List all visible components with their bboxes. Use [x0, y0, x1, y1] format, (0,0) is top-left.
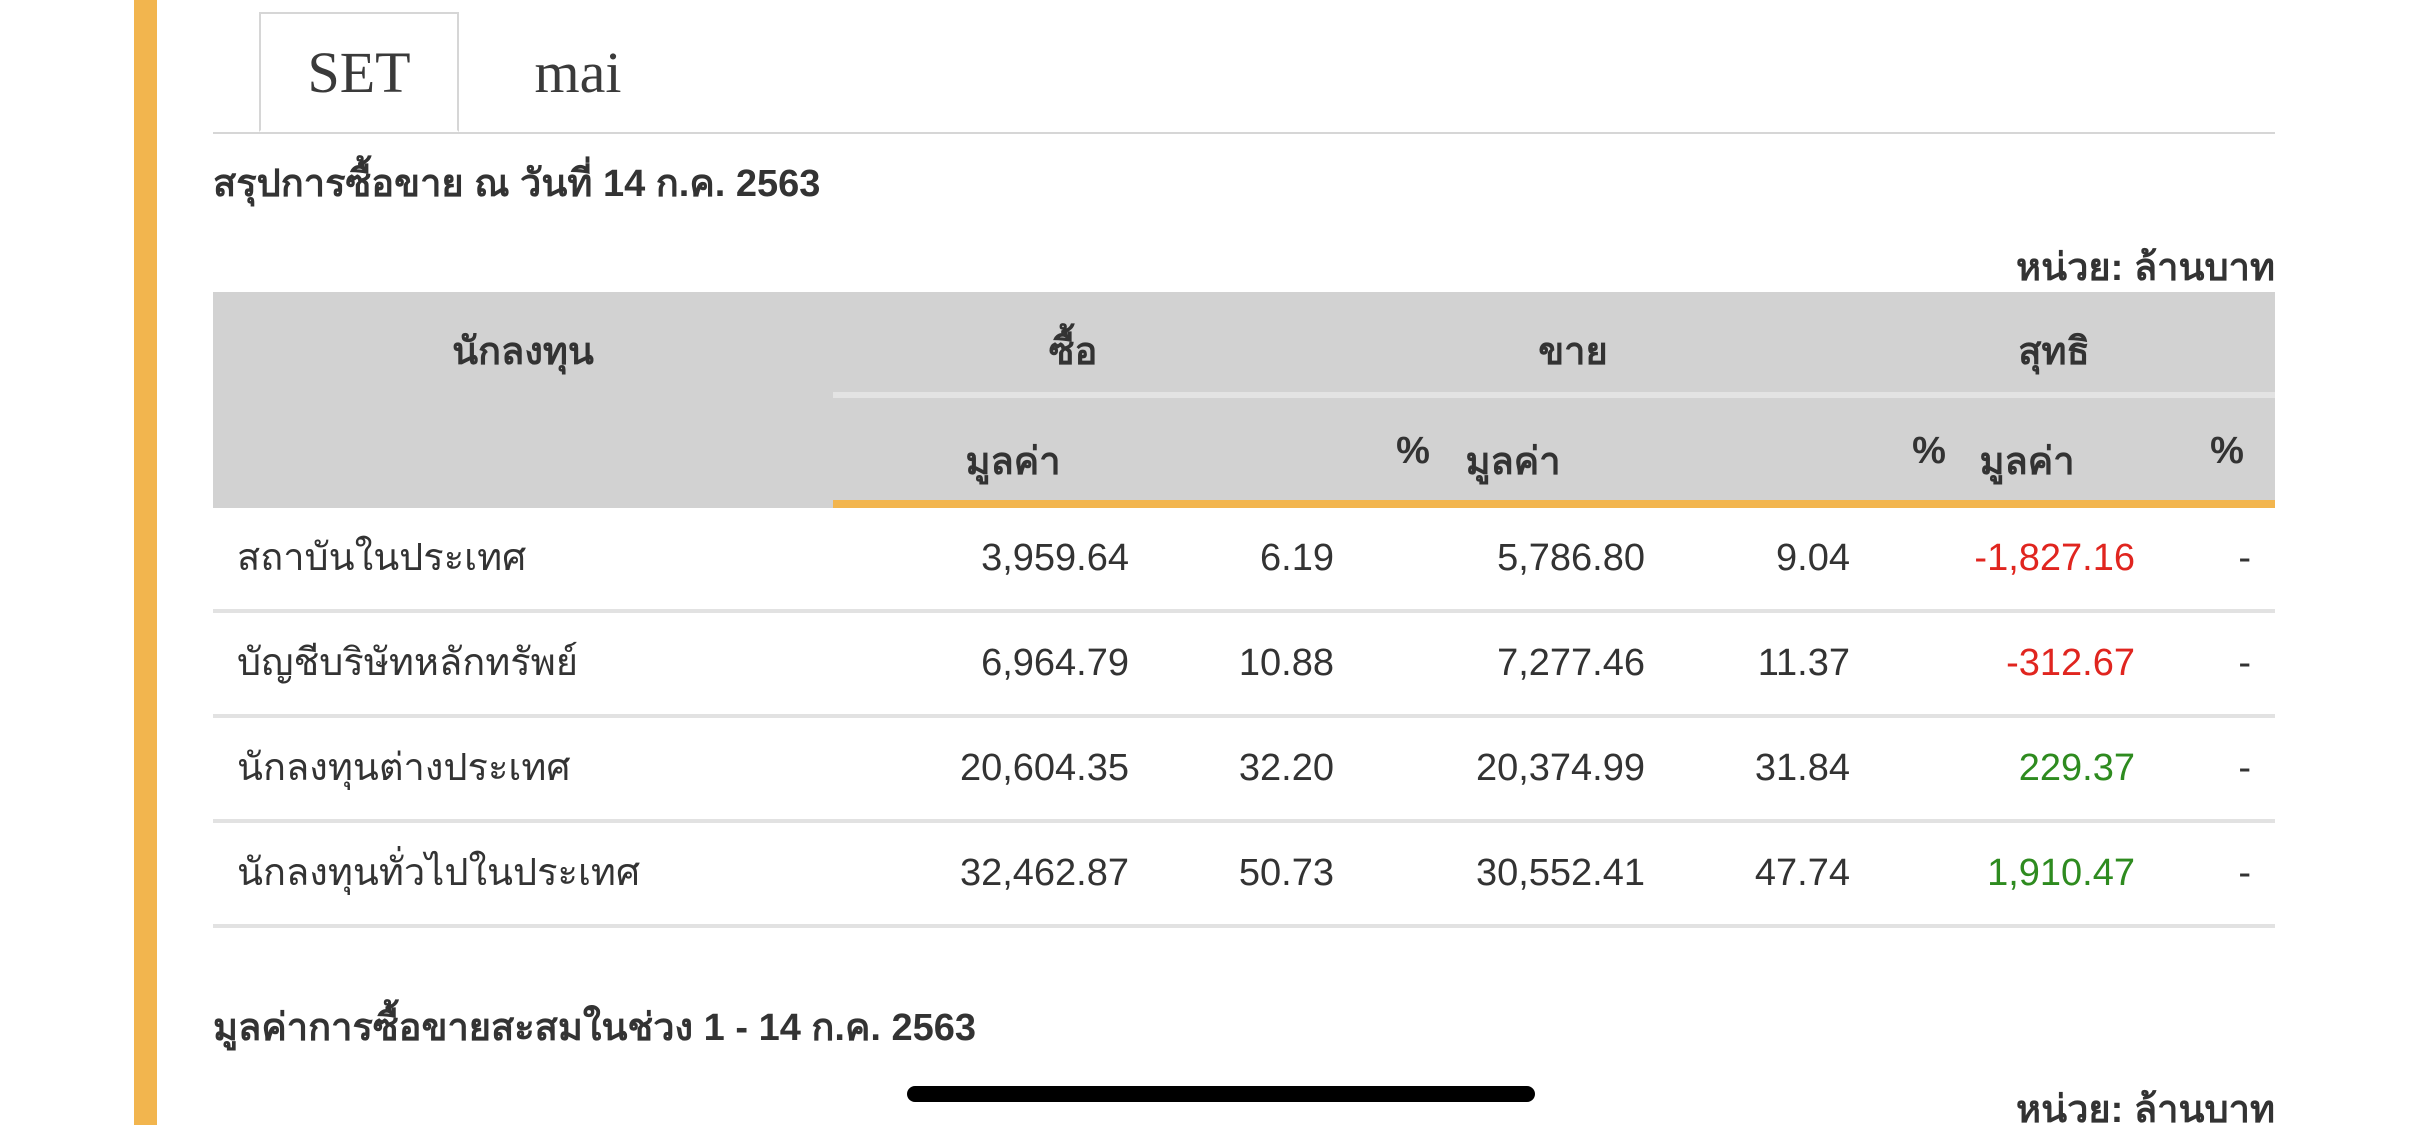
header-sell-percent: %: [1912, 430, 1946, 472]
tab-mai[interactable]: mai: [534, 39, 622, 105]
header-divider: [833, 392, 2275, 398]
cumulative-title: มูลค่าการซื้อขายสะสมในช่วง 1 - 14 ก.ค. 2…: [213, 1007, 977, 1049]
row-investor-name: นักลงทุนทั่วไปในประเทศ: [237, 852, 641, 894]
row-buy-percent: 6.19: [1260, 537, 1334, 579]
summary-unit: หน่วย: ล้านบาท: [2016, 247, 2275, 289]
row-net-value: -312.67: [2006, 642, 2135, 684]
header-sell: ขาย: [1538, 331, 1608, 373]
table-row: นักลงทุนทั่วไปในประเทศ 32,462.87 50.73 3…: [213, 823, 2275, 928]
row-net-value: -1,827.16: [1974, 537, 2135, 579]
row-sell-percent: 47.74: [1754, 852, 1850, 894]
cumulative-unit: หน่วย: ล้านบาท: [2016, 1089, 2275, 1125]
investor-trading-table: นักลงทุน ซื้อ ขาย สุทธิ มูลค่า % มูลค่า …: [213, 292, 2275, 928]
table-body: สถาบันในประเทศ 3,959.64 6.19 5,786.80 9.…: [213, 508, 2275, 928]
row-sell-value: 7,277.46: [1497, 642, 1645, 684]
header-investor: นักลงทุน: [452, 331, 594, 373]
row-buy-value: 20,604.35: [959, 747, 1129, 789]
table-row: นักลงทุนต่างประเทศ 20,604.35 32.20 20,37…: [213, 718, 2275, 823]
row-buy-percent: 50.73: [1238, 852, 1334, 894]
row-investor-name: นักลงทุนต่างประเทศ: [237, 747, 571, 789]
row-sell-percent: 9.04: [1776, 537, 1850, 579]
row-net-percent: -: [2238, 747, 2251, 789]
header-buy-value: มูลค่า: [965, 441, 1061, 483]
row-net-value: 1,910.47: [1987, 852, 2135, 894]
row-sell-value: 20,374.99: [1475, 747, 1645, 789]
summary-title: สรุปการซื้อขาย ณ วันที่ 14 ก.ค. 2563: [213, 163, 821, 205]
tab-set[interactable]: SET: [259, 12, 459, 132]
row-buy-value: 3,959.64: [981, 537, 1129, 579]
accent-bar: [134, 0, 157, 1125]
row-buy-value: 6,964.79: [981, 642, 1129, 684]
main-content: SET mai สรุปการซื้อขาย ณ วันที่ 14 ก.ค. …: [213, 0, 2275, 1125]
market-tabs: SET mai: [213, 0, 2275, 134]
header-buy-percent: %: [1396, 430, 1430, 472]
header-sell-value: มูลค่า: [1465, 441, 1561, 483]
row-sell-value: 30,552.41: [1475, 852, 1645, 894]
row-net-value: 229.37: [2018, 747, 2135, 789]
header-buy: ซื้อ: [1048, 331, 1098, 373]
row-sell-percent: 11.37: [1757, 642, 1850, 684]
header-net-value: มูลค่า: [1979, 441, 2075, 483]
table-header: นักลงทุน ซื้อ ขาย สุทธิ มูลค่า % มูลค่า …: [213, 292, 2275, 508]
row-sell-value: 5,786.80: [1497, 537, 1645, 579]
row-net-percent: -: [2238, 537, 2251, 579]
row-net-percent: -: [2238, 852, 2251, 894]
row-sell-percent: 31.84: [1754, 747, 1850, 789]
table-row: บัญชีบริษัทหลักทรัพย์ 6,964.79 10.88 7,2…: [213, 613, 2275, 718]
header-accent-line: [833, 500, 2275, 508]
header-net: สุทธิ: [2018, 331, 2090, 373]
header-net-percent: %: [2210, 430, 2244, 472]
row-investor-name: บัญชีบริษัทหลักทรัพย์: [237, 642, 579, 684]
row-investor-name: สถาบันในประเทศ: [237, 537, 527, 579]
row-buy-percent: 10.88: [1238, 642, 1334, 684]
home-indicator[interactable]: [907, 1086, 1535, 1102]
row-buy-percent: 32.20: [1238, 747, 1334, 789]
row-net-percent: -: [2238, 642, 2251, 684]
table-row: สถาบันในประเทศ 3,959.64 6.19 5,786.80 9.…: [213, 508, 2275, 613]
row-buy-value: 32,462.87: [959, 852, 1129, 894]
